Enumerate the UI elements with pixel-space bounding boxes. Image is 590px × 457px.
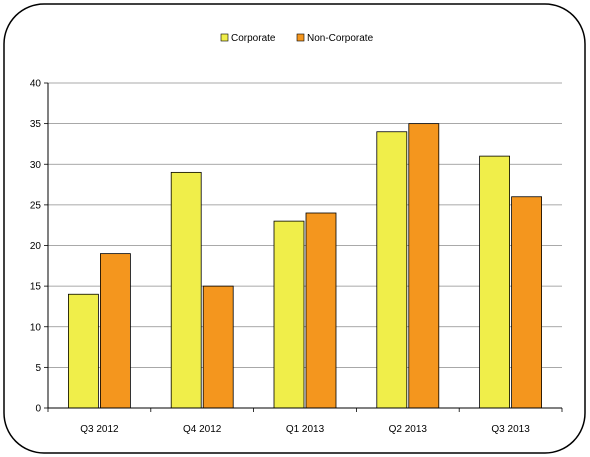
bar-corporate-q3-2012 (68, 293, 99, 409)
x-tick-label-q3-2012: Q3 2012 (80, 424, 119, 435)
y-tick-label-15: 15 (30, 282, 42, 293)
y-tick-label-10: 10 (30, 322, 42, 333)
bar-corporate-q3-2013 (479, 155, 511, 409)
legend-label-non-corporate: Non-Corporate (307, 33, 374, 44)
bar-non-corporate-q4-2012 (202, 285, 234, 409)
gridlines (48, 82, 562, 368)
bars (68, 123, 543, 409)
bar-non-corporate-q1-2013 (305, 212, 337, 409)
x-tick-label-q3-2013: Q3 2013 (491, 424, 530, 435)
axes: 0 5 10 15 20 25 30 35 40 Q3 2012 Q4 2012 Q1 2013 Q2 … (30, 79, 563, 435)
legend-swatch-non-corporate (296, 33, 305, 42)
y-tick-label-20: 20 (30, 241, 42, 252)
bar-non-corporate-q3-2013 (511, 196, 543, 409)
bar-corporate-q1-2013 (273, 220, 305, 409)
bar-non-corporate-q2-2013 (408, 123, 440, 409)
bar-corporate-q2-2013 (376, 131, 408, 409)
x-tick-label-q2-2013: Q2 2013 (389, 424, 428, 435)
y-tick-label-35: 35 (30, 119, 42, 130)
legend: Corporate Non-Corporate (220, 33, 374, 44)
legend-swatch-corporate (220, 33, 229, 42)
y-tick-label-5: 5 (35, 363, 41, 374)
x-tick-label-q4-2012: Q4 2012 (183, 424, 222, 435)
bar-corporate-q4-2012 (170, 171, 202, 409)
legend-label-corporate: Corporate (231, 33, 276, 44)
bar-non-corporate-q3-2012 (100, 253, 131, 409)
y-tick-label-30: 30 (30, 160, 42, 171)
y-tick-label-0: 0 (35, 404, 41, 415)
y-tick-label-25: 25 (30, 200, 42, 211)
x-tick-label-q1-2013: Q1 2013 (286, 424, 325, 435)
y-tick-label-40: 40 (30, 79, 42, 90)
